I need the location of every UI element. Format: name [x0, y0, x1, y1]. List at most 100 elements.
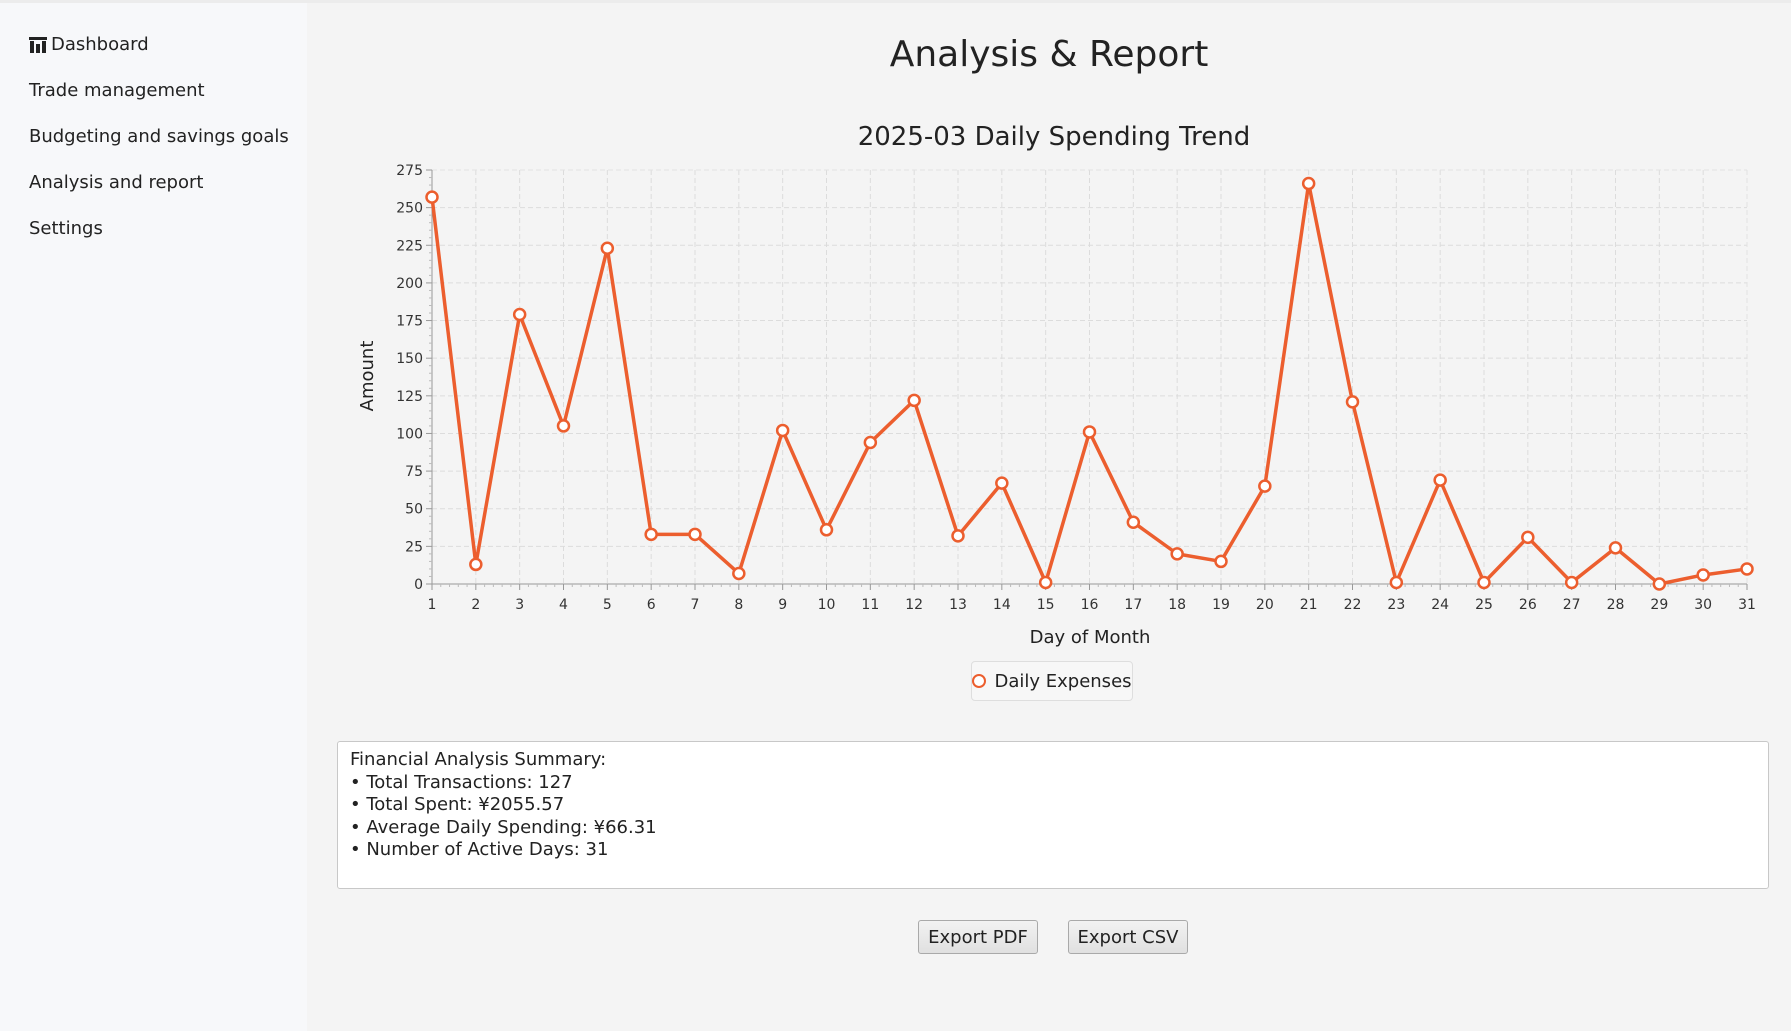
data-point [775, 423, 790, 438]
x-tick-label: 16 [1081, 597, 1099, 613]
y-tick-label: 200 [396, 276, 423, 292]
data-point [1258, 479, 1272, 493]
x-tick-label: 17 [1124, 597, 1142, 613]
data-point [1477, 575, 1491, 590]
data-point [600, 241, 615, 256]
summary-line: • Total Spent: ¥2055.57 [350, 794, 565, 815]
sidebar-item-label: Trade management [29, 80, 205, 101]
x-tick-label: 5 [603, 597, 612, 613]
data-point [819, 523, 834, 537]
summary-heading: Financial Analysis Summary: [350, 749, 607, 770]
data-point [951, 529, 965, 543]
data-point [1433, 473, 1447, 487]
y-tick-label: 50 [405, 502, 423, 518]
y-tick-label: 225 [396, 238, 423, 254]
x-tick-label: 6 [647, 597, 656, 613]
x-tick-label: 20 [1256, 597, 1274, 613]
bar-chart-icon [29, 36, 47, 53]
analysis-summary-textarea[interactable]: Financial Analysis Summary: • Total Tran… [337, 741, 1769, 889]
x-tick-label: 13 [949, 597, 967, 613]
sidebar-item-settings[interactable]: Settings [29, 218, 103, 239]
sidebar-item-label: Settings [29, 218, 103, 239]
data-point [556, 419, 571, 433]
data-point [1345, 395, 1360, 409]
data-point [907, 393, 921, 408]
x-tick-label: 21 [1300, 597, 1318, 613]
data-point [1082, 425, 1097, 439]
chart-grid [431, 169, 1748, 585]
y-axis-label: Amount [357, 341, 378, 412]
x-tick-label: 2 [471, 597, 480, 613]
data-point [688, 527, 702, 542]
data-point [1170, 547, 1184, 561]
data-point [732, 566, 746, 581]
x-tick-label: 11 [861, 597, 879, 613]
y-tick-label: 100 [396, 426, 423, 442]
y-tick-label: 150 [396, 351, 423, 367]
data-point [512, 307, 527, 322]
summary-line: • Total Transactions: 127 [350, 771, 573, 793]
sidebar-item-label: Budgeting and savings goals [29, 126, 289, 147]
y-tick-label: 250 [396, 201, 423, 217]
x-tick-label: 19 [1212, 597, 1230, 613]
summary-line: • Number of Active Days: 31 [350, 839, 609, 860]
x-tick-label: 1 [428, 597, 437, 613]
chart-axes [431, 170, 1747, 585]
data-point [1740, 562, 1754, 576]
x-tick-label: 31 [1738, 597, 1756, 613]
sidebar: Dashboard Trade management Budgeting and… [0, 3, 307, 1031]
y-tick-label: 75 [405, 464, 423, 480]
data-point [1521, 530, 1535, 545]
data-point [1652, 577, 1667, 591]
x-tick-label: 27 [1563, 597, 1581, 613]
data-point [1696, 568, 1710, 582]
x-tick-label: 23 [1387, 597, 1405, 613]
data-point [995, 476, 1009, 490]
x-tick-label: 28 [1607, 597, 1625, 613]
export-csv-button[interactable]: Export CSV [1068, 920, 1188, 954]
x-tick-label: 24 [1431, 597, 1449, 613]
x-axis-label: Day of Month [1030, 627, 1151, 648]
data-point [1126, 515, 1141, 530]
export-pdf-button[interactable]: Export PDF [918, 920, 1038, 954]
chart-series [425, 176, 1754, 591]
x-tick-label: 30 [1694, 597, 1712, 613]
x-tick-label: 3 [515, 597, 524, 613]
x-tick-label: 25 [1475, 597, 1493, 613]
summary-line: • Average Daily Spending: ¥66.31 [350, 816, 657, 838]
data-point [1389, 575, 1404, 590]
sidebar-item-dashboard[interactable]: Dashboard [29, 34, 149, 55]
x-tick-label: 29 [1650, 597, 1668, 613]
data-point [425, 190, 439, 204]
x-tick-label: 22 [1344, 597, 1362, 613]
chart-legend: Daily Expenses [971, 661, 1133, 701]
spending-trend-chart: 2025-03 Daily Spending Trend 02550751001… [357, 122, 1756, 648]
data-point [644, 527, 658, 542]
sidebar-item-trade-management[interactable]: Trade management [29, 80, 205, 101]
x-tick-label: 12 [905, 597, 923, 613]
legend-marker-icon [972, 674, 987, 688]
x-tick-label: 18 [1168, 597, 1186, 613]
chart-title: 2025-03 Daily Spending Trend [858, 122, 1251, 152]
top-border [0, 0, 1791, 3]
x-tick-label: 15 [1037, 597, 1055, 613]
x-tick-label: 26 [1519, 597, 1537, 613]
page-title: Analysis & Report [889, 34, 1209, 75]
y-tick-label: 25 [405, 539, 423, 555]
main-content: Analysis & Report 2025-03 Daily Spending… [307, 0, 1791, 1031]
y-tick-label: 125 [396, 389, 423, 405]
x-tick-label: 8 [734, 597, 743, 613]
y-tick-label: 175 [396, 314, 423, 330]
x-tick-label: 9 [778, 597, 787, 613]
sidebar-item-label: Analysis and report [29, 172, 204, 193]
sidebar-item-budgeting[interactable]: Budgeting and savings goals [29, 126, 289, 147]
data-point [469, 557, 483, 572]
x-tick-label: 14 [993, 597, 1011, 613]
sidebar-item-label: Dashboard [51, 34, 149, 55]
x-tick-label: 10 [818, 597, 836, 613]
data-point [1214, 554, 1228, 569]
x-tick-label: 4 [559, 597, 568, 613]
sidebar-item-analysis[interactable]: Analysis and report [29, 172, 203, 193]
data-point [1301, 176, 1316, 191]
